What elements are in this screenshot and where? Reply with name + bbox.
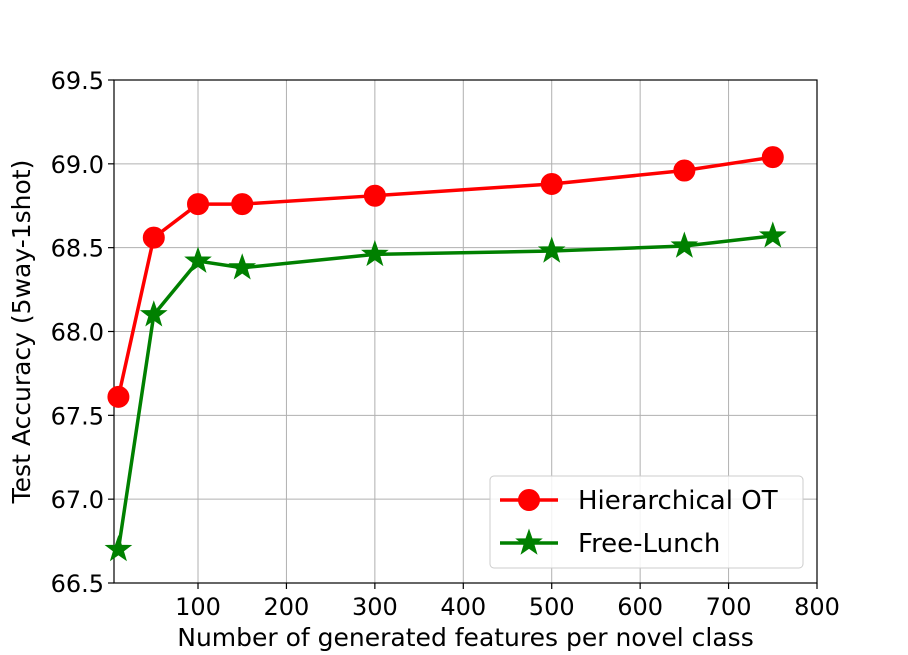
x-tick-label: 400 bbox=[440, 593, 486, 621]
legend-box bbox=[489, 475, 804, 569]
legend-item-hierarchical-ot bbox=[500, 489, 558, 511]
x-tick-label: 500 bbox=[529, 593, 575, 621]
data-point-hierarchical-ot bbox=[142, 226, 165, 249]
data-point-hierarchical-ot bbox=[673, 159, 696, 182]
data-point-hierarchical-ot bbox=[187, 193, 210, 216]
y-tick-label: 68.0 bbox=[51, 319, 104, 347]
y-tick-label: 68.5 bbox=[51, 235, 104, 263]
x-axis-label: Number of generated features per novel c… bbox=[177, 623, 753, 652]
y-tick-label: 69.0 bbox=[51, 151, 104, 179]
series-hierarchical-ot bbox=[107, 146, 784, 408]
series-group bbox=[104, 146, 787, 562]
series-line-hierarchical-ot bbox=[116, 155, 774, 398]
x-tick-label: 800 bbox=[794, 593, 840, 621]
data-point-hierarchical-ot bbox=[761, 146, 784, 169]
data-point-free-lunch bbox=[184, 246, 212, 273]
series-free-lunch bbox=[104, 221, 787, 562]
x-tick-label: 100 bbox=[175, 593, 221, 621]
legend-label-free-lunch: Free-Lunch bbox=[578, 529, 720, 559]
data-point-free-lunch bbox=[670, 231, 699, 258]
legend-marker bbox=[518, 489, 540, 511]
series-line-free-lunch bbox=[116, 234, 773, 550]
legend: Hierarchical OT Free-Lunch bbox=[489, 475, 804, 569]
data-point-hierarchical-ot bbox=[363, 184, 386, 207]
axis-ticks: 100 200 300 400 500 600 700 800 66.5 67.0 67.5 68.0… bbox=[51, 67, 840, 621]
legend-item-free-lunch bbox=[500, 528, 558, 555]
data-point-free-lunch bbox=[139, 300, 168, 327]
legend-marker bbox=[515, 528, 543, 555]
y-tick-label: 67.0 bbox=[51, 486, 104, 514]
data-point-free-lunch bbox=[104, 534, 133, 562]
data-point-hierarchical-ot bbox=[231, 193, 254, 216]
data-point-free-lunch bbox=[228, 253, 257, 280]
data-point-hierarchical-ot bbox=[107, 385, 130, 408]
y-axis-label: Test Accuracy (5way-1shot) bbox=[7, 160, 36, 505]
y-tick-label: 69.5 bbox=[51, 67, 104, 95]
y-tick-label: 66.5 bbox=[51, 570, 104, 598]
x-tick-label: 700 bbox=[706, 593, 752, 621]
data-point-hierarchical-ot bbox=[540, 172, 563, 195]
data-point-free-lunch bbox=[758, 221, 787, 248]
data-point-free-lunch bbox=[537, 236, 566, 263]
data-point-free-lunch bbox=[361, 239, 389, 267]
y-tick-label: 67.5 bbox=[51, 402, 104, 430]
x-tick-label: 200 bbox=[264, 593, 310, 621]
legend-label-hierarchical-ot: Hierarchical OT bbox=[578, 486, 778, 516]
x-tick-label: 300 bbox=[352, 593, 398, 621]
grid-lines bbox=[114, 79, 818, 584]
x-tick-label: 600 bbox=[617, 593, 663, 621]
